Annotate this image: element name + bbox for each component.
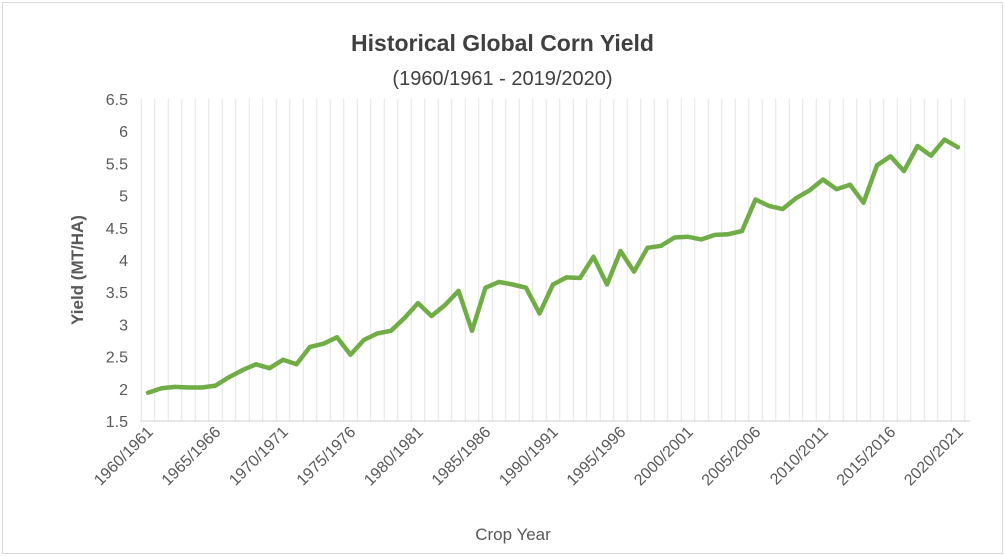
data-point: [753, 197, 758, 202]
data-point: [645, 245, 650, 250]
data-point: [605, 282, 609, 287]
data-point: [618, 248, 623, 253]
x-tick-label: 1990/1991: [496, 424, 562, 490]
data-point: [807, 188, 812, 193]
y-tick-label: 5: [119, 189, 128, 206]
data-point: [240, 368, 245, 373]
y-tick-label: 5.5: [106, 156, 128, 173]
data-point: [456, 288, 461, 293]
data-point: [524, 285, 528, 290]
data-point: [699, 237, 704, 242]
data-point: [510, 282, 515, 287]
data-point: [956, 145, 960, 150]
data-point: [173, 384, 177, 389]
data-point: [834, 187, 839, 192]
data-series: [145, 137, 961, 395]
x-tick-label: 2000/2001: [631, 424, 697, 490]
data-point: [186, 385, 191, 390]
y-tick-label: 3.5: [106, 285, 128, 302]
data-point: [888, 154, 893, 159]
x-axis-title: Crop Year: [475, 525, 551, 544]
x-tick-label: 2015/2016: [834, 424, 900, 490]
data-point: [929, 153, 933, 158]
data-point: [780, 207, 785, 212]
y-tick-label: 4: [119, 253, 128, 270]
x-tick-label: 1975/1976: [294, 424, 360, 490]
data-point: [740, 229, 744, 234]
y-tick-label: 4.5: [106, 221, 128, 238]
data-point: [902, 169, 906, 174]
y-tick-label: 1.5: [106, 414, 128, 431]
data-point: [632, 269, 636, 274]
data-point: [564, 275, 569, 280]
x-tick-label: 2010/2011: [767, 424, 832, 489]
x-tick-label: 1995/1996: [564, 424, 630, 490]
data-point: [686, 234, 690, 239]
data-point: [416, 301, 420, 306]
data-point: [551, 282, 555, 287]
data-point: [470, 328, 474, 333]
x-tick-label: 1965/1966: [159, 424, 225, 490]
y-axis-title: Yield (MT/HA): [68, 215, 87, 325]
y-tick-label: 6: [119, 124, 128, 141]
data-point: [402, 315, 407, 320]
data-point: [848, 182, 852, 187]
data-point: [794, 196, 798, 201]
data-point: [213, 383, 218, 388]
data-point: [321, 341, 326, 346]
data-point: [146, 390, 150, 395]
data-point: [254, 362, 258, 367]
x-tick-label: 2005/2006: [699, 424, 765, 490]
data-point: [267, 366, 272, 371]
data-point: [578, 276, 582, 281]
data-point: [389, 328, 393, 333]
data-point: [362, 337, 366, 342]
data-point: [335, 335, 339, 340]
y-tick-label: 6.5: [106, 92, 128, 109]
data-point: [497, 279, 501, 284]
data-point: [875, 163, 879, 168]
x-tick-label: 1985/1986: [429, 424, 495, 490]
y-tick-label: 2.5: [106, 350, 128, 367]
data-point: [200, 385, 204, 390]
x-tick-label: 2020/2021: [901, 424, 967, 490]
data-point: [942, 137, 947, 142]
data-point: [375, 331, 380, 336]
data-point: [659, 243, 663, 248]
y-tick-labels: 1.5 2 2.5 3 3.5 4 4.5 5 5.5 6 6.5: [106, 92, 128, 431]
gridlines: [140, 99, 970, 422]
data-point: [159, 386, 164, 391]
data-point: [861, 200, 866, 205]
data-point: [294, 362, 299, 367]
x-tick-label: 1960/1961: [91, 424, 157, 490]
data-point: [821, 177, 825, 182]
data-point: [443, 303, 447, 308]
data-point: [227, 375, 231, 380]
data-point: [713, 232, 717, 237]
data-point: [767, 203, 771, 208]
data-point: [348, 352, 353, 357]
chart-title: Historical Global Corn Yield: [351, 30, 654, 56]
data-point: [537, 311, 542, 316]
data-point: [672, 235, 677, 240]
x-tick-labels: 1960/1961 1965/1966 1970/1971 1975/1976 1980…: [91, 424, 967, 490]
chart-subtitle: (1960/1961 - 2019/2020): [392, 68, 613, 90]
y-tick-label: 3: [119, 317, 128, 334]
data-point: [591, 254, 596, 259]
data-point: [429, 314, 434, 319]
x-tick-label: 1980/1981: [361, 424, 427, 490]
data-point: [915, 144, 920, 149]
y-tick-label: 2: [119, 382, 128, 399]
data-point: [281, 357, 285, 362]
data-point: [726, 232, 731, 237]
data-point: [483, 285, 488, 290]
data-point: [308, 344, 312, 349]
series-line-yield: [145, 137, 961, 395]
x-tick-label: 1970/1971: [226, 424, 292, 490]
